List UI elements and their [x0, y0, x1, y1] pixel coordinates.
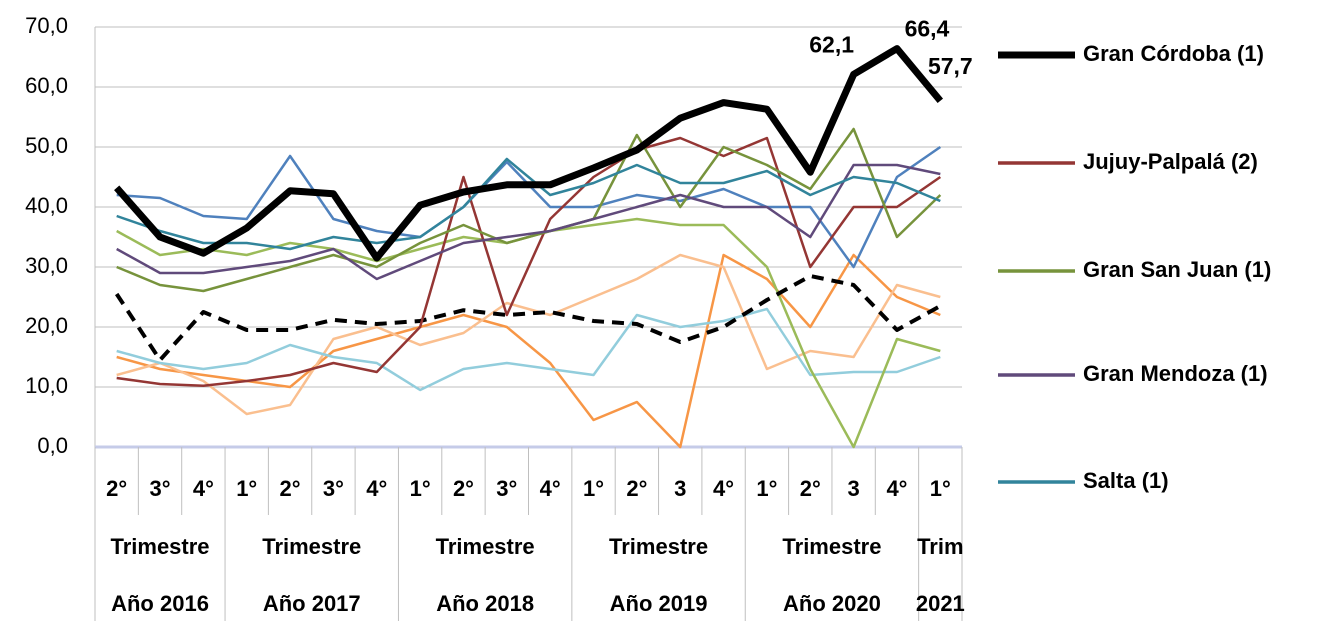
series-line [116, 157, 941, 251]
x-tick-label: 4° [193, 476, 214, 501]
year-label: Año 2020 [783, 591, 881, 616]
year-label: 2021 [916, 591, 965, 616]
y-tick-label: 30,0 [25, 253, 68, 278]
x-tick-label: 1° [930, 476, 951, 501]
series-line [114, 45, 944, 262]
y-tick-label: 60,0 [25, 73, 68, 98]
x-tick-label: 3 [848, 476, 860, 501]
x-tick-label: 2° [800, 476, 821, 501]
group-label: Trimestre [262, 534, 361, 559]
y-tick-label: 50,0 [25, 133, 68, 158]
group-label: Trimestre [609, 534, 708, 559]
series-line [116, 127, 942, 293]
x-tick-label: 2° [626, 476, 647, 501]
group-label: Trim [917, 534, 963, 559]
legend-label: Gran Mendoza (1) [1083, 361, 1268, 386]
y-tick-label: 70,0 [25, 13, 68, 38]
series-line [116, 136, 942, 388]
legend-label: Gran Córdoba (1) [1083, 41, 1264, 66]
x-tick-label: 3° [150, 476, 171, 501]
year-label: Año 2019 [610, 591, 708, 616]
x-tick-label: 1° [236, 476, 257, 501]
group-label: Trimestre [110, 534, 209, 559]
x-tick-label: 4° [886, 476, 907, 501]
series-line [115, 274, 942, 362]
x-tick-label: 4° [540, 476, 561, 501]
x-tick-label: 3° [323, 476, 344, 501]
x-tick-label: 4° [713, 476, 734, 501]
group-label: Trimestre [436, 534, 535, 559]
year-label: Año 2016 [111, 591, 209, 616]
x-tick-label: 1° [756, 476, 777, 501]
x-tick-label: 1° [410, 476, 431, 501]
x-tick-label: 3° [496, 476, 517, 501]
y-tick-label: 0,0 [37, 433, 68, 458]
series-line [116, 163, 941, 281]
x-tick-label: 4° [366, 476, 387, 501]
y-tick-label: 20,0 [25, 313, 68, 338]
x-tick-label: 2° [453, 476, 474, 501]
group-label: Trimestre [782, 534, 881, 559]
data-label: 57,7 [928, 53, 973, 79]
y-tick-label: 10,0 [25, 373, 68, 398]
legend-label: Jujuy-Palpalá (2) [1083, 149, 1258, 174]
series-line [116, 307, 941, 392]
year-label: Año 2018 [436, 591, 534, 616]
year-label: Año 2017 [263, 591, 361, 616]
x-tick-label: 1° [583, 476, 604, 501]
y-tick-label: 40,0 [25, 193, 68, 218]
x-tick-label: 2° [280, 476, 301, 501]
series-line [116, 253, 941, 449]
data-label: 62,1 [809, 31, 854, 57]
series-line [116, 217, 941, 449]
legend-label: Gran San Juan (1) [1083, 257, 1271, 282]
data-label: 66,4 [905, 16, 950, 42]
x-tick-label: 2° [106, 476, 127, 501]
legend-label: Salta (1) [1083, 468, 1169, 493]
x-tick-label: 3 [674, 476, 686, 501]
